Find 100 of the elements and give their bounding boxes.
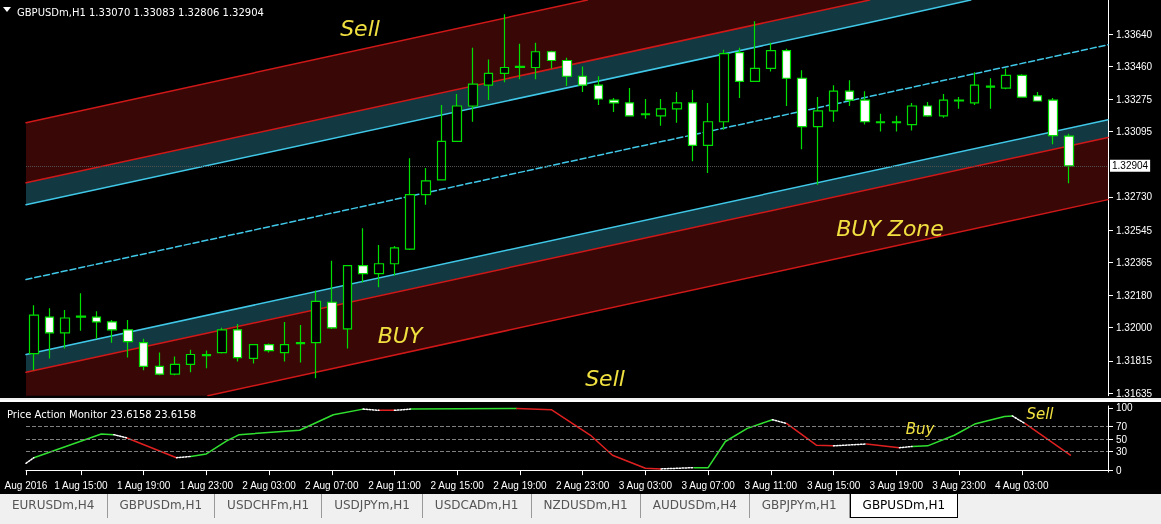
candlestick bbox=[106, 319, 118, 344]
candlestick bbox=[906, 102, 918, 132]
text: AUDUSDm,H4 bbox=[640, 494, 750, 518]
candlestick bbox=[844, 79, 855, 107]
candlestick bbox=[828, 84, 839, 123]
annotation: Sell bbox=[1026, 405, 1055, 423]
candlestick bbox=[122, 319, 134, 359]
text: GBPUSDm,H1 1.33070 1.33083 1.32806 1.32904 bbox=[17, 6, 264, 18]
candlestick bbox=[546, 50, 557, 69]
x-tick-label: 3 Aug 23:00 bbox=[932, 479, 987, 491]
candlestick bbox=[875, 113, 886, 133]
y-tick-label: 1.32730 bbox=[1116, 191, 1153, 203]
x-tick-label: 3 Aug 19:00 bbox=[869, 479, 924, 491]
x-tick-label: 1 Aug 19:00 bbox=[116, 479, 171, 491]
candlestick bbox=[216, 327, 228, 355]
candlestick bbox=[263, 342, 275, 354]
y-tick-label: 1.32545 bbox=[1116, 224, 1153, 236]
candlestick bbox=[718, 49, 730, 131]
candlestick bbox=[577, 65, 588, 93]
candlestick bbox=[859, 90, 871, 126]
candlestick bbox=[1016, 73, 1028, 98]
candlestick bbox=[248, 344, 259, 365]
candlestick bbox=[922, 101, 933, 118]
candlestick bbox=[765, 42, 777, 73]
candlestick bbox=[953, 96, 965, 110]
candlestick bbox=[295, 324, 306, 363]
y-tick-label: 0 bbox=[1116, 464, 1122, 476]
x-tick-label: 3 Aug 03:00 bbox=[618, 479, 673, 491]
y-tick-label: 1.32180 bbox=[1116, 289, 1153, 301]
candlestick bbox=[1063, 133, 1075, 184]
candlestick bbox=[499, 13, 510, 83]
candlestick bbox=[169, 355, 181, 376]
x-tick-label: 2 Aug 07:00 bbox=[305, 479, 359, 491]
y-tick-label: 1.31635 bbox=[1116, 387, 1153, 399]
candlestick bbox=[655, 98, 667, 127]
candlestick bbox=[59, 309, 71, 350]
candlestick bbox=[342, 265, 353, 350]
annotation: BUY Zone bbox=[836, 215, 944, 241]
candlestick bbox=[326, 260, 338, 330]
x-tick-label: 2 Aug 11:00 bbox=[368, 479, 422, 491]
chart-title: Price Action Monitor 23.6158 23.6158 bbox=[7, 408, 197, 420]
candlestick bbox=[702, 102, 714, 174]
candlestick bbox=[781, 48, 792, 107]
candlestick bbox=[154, 351, 165, 376]
annotation: Buy bbox=[905, 420, 936, 438]
candlestick bbox=[232, 323, 243, 363]
candlestick bbox=[138, 338, 149, 371]
candlestick bbox=[185, 349, 196, 373]
candlestick bbox=[373, 244, 385, 288]
candlestick bbox=[420, 167, 432, 206]
y-tick-label: 1.31815 bbox=[1116, 355, 1153, 367]
candlestick bbox=[671, 91, 683, 124]
y-tick-label: 1.32365 bbox=[1116, 256, 1153, 268]
candlestick bbox=[75, 292, 87, 332]
text: USDJPYm,H1 bbox=[322, 494, 423, 518]
candlestick bbox=[938, 93, 949, 119]
x-tick-label: 3 Aug 11:00 bbox=[744, 479, 798, 491]
candlestick bbox=[357, 227, 369, 284]
candlestick bbox=[514, 43, 526, 80]
candlestick bbox=[624, 87, 635, 117]
candlestick bbox=[1047, 97, 1059, 145]
text: NZDUSDm,H1 bbox=[531, 494, 641, 518]
y-tick-label: 70 bbox=[1116, 421, 1128, 433]
x-tick-label: 4 Aug 03:00 bbox=[995, 479, 1049, 491]
candlestick bbox=[812, 96, 824, 186]
candlestick bbox=[969, 71, 980, 106]
x-tick-label: Aug 2016 bbox=[4, 479, 48, 491]
annotation: BUY bbox=[377, 322, 424, 348]
candlestick bbox=[608, 97, 620, 113]
y-tick-label: 1.33460 bbox=[1116, 60, 1153, 72]
candlestick bbox=[530, 42, 541, 80]
y-tick-label: 1.33095 bbox=[1116, 126, 1153, 138]
y-tick-label: 1.33640 bbox=[1116, 28, 1153, 40]
y-tick-label: 50 bbox=[1116, 433, 1128, 445]
candlestick bbox=[796, 69, 808, 150]
y-tick-label: 1.32000 bbox=[1116, 322, 1153, 334]
x-tick-label: 2 Aug 15:00 bbox=[430, 479, 485, 491]
candlestick bbox=[1032, 91, 1043, 102]
candlestick bbox=[561, 57, 573, 87]
text: EURUSDm,H4 bbox=[0, 494, 108, 518]
x-tick-label: 1 Aug 15:00 bbox=[54, 479, 109, 491]
candlestick bbox=[1000, 67, 1012, 90]
text: GBPJPYm,H1 bbox=[749, 494, 850, 518]
candlestick bbox=[310, 289, 322, 379]
candlestick bbox=[483, 59, 494, 101]
candlestick bbox=[687, 89, 698, 162]
candlestick bbox=[436, 104, 447, 181]
y-tick-label: 100 bbox=[1116, 402, 1134, 414]
candlestick bbox=[640, 98, 651, 120]
candlestick bbox=[451, 93, 463, 143]
text: GBPUSDm,H1 bbox=[107, 494, 216, 518]
text: GBPUSDm,H1 bbox=[849, 494, 959, 518]
candlestick bbox=[749, 20, 761, 82]
ref-line-label: 1.32904 bbox=[1112, 160, 1149, 172]
candlestick bbox=[44, 307, 55, 360]
x-tick-label: 3 Aug 15:00 bbox=[806, 479, 861, 491]
candlestick bbox=[467, 47, 479, 123]
candlestick bbox=[389, 245, 400, 277]
x-tick-label: 2 Aug 03:00 bbox=[242, 479, 297, 491]
candlestick bbox=[91, 310, 102, 340]
